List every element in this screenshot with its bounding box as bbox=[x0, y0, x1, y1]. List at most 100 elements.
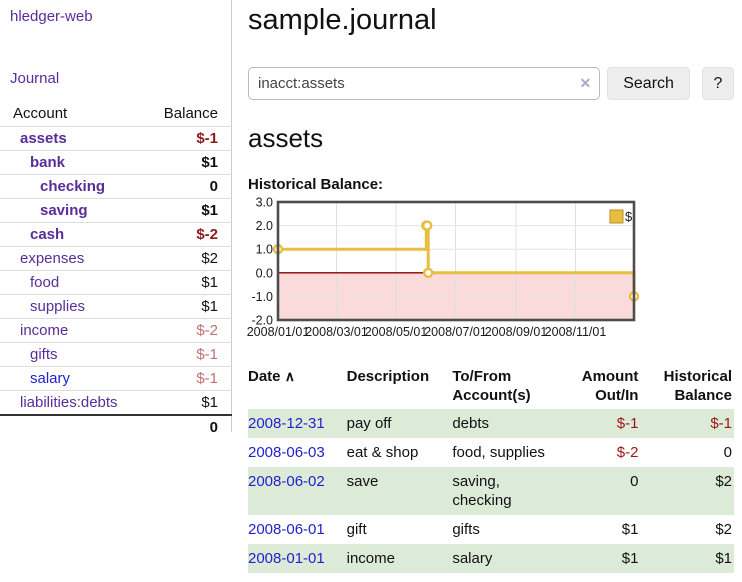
svg-text:0.0: 0.0 bbox=[256, 266, 273, 280]
account-row: food $1 bbox=[0, 270, 232, 295]
txn-date-link[interactable]: 2008-06-02 bbox=[248, 473, 325, 490]
account-link-salary[interactable]: salary bbox=[30, 370, 71, 387]
svg-text:2008/01/01: 2008/01/01 bbox=[247, 325, 310, 339]
txn-accounts: gifts bbox=[452, 521, 480, 538]
account-link-bank[interactable]: bank bbox=[30, 154, 66, 171]
account-heading: assets bbox=[248, 123, 324, 153]
account-link-assets[interactable]: assets bbox=[20, 130, 67, 147]
help-button[interactable]: ? bbox=[701, 67, 734, 100]
txn-date-link[interactable]: 2008-06-01 bbox=[248, 521, 325, 538]
register-row: 2008-01-01 income salary $1 $1 bbox=[248, 544, 734, 573]
register-header-balance: Historical Balance bbox=[663, 368, 732, 404]
accounts-total-value: 0 bbox=[137, 414, 232, 439]
svg-text:-1.0: -1.0 bbox=[251, 290, 273, 304]
register-row: 2008-06-02 save saving, checking 0 $2 bbox=[248, 467, 734, 515]
account-row: income $-2 bbox=[0, 318, 232, 343]
txn-accounts: saving, checking bbox=[452, 473, 512, 509]
txn-amount: $1 bbox=[621, 550, 639, 567]
account-row: supplies $1 bbox=[0, 294, 232, 319]
sidebar-item-journal[interactable]: Journal bbox=[10, 70, 60, 87]
account-balance: $1 bbox=[137, 270, 232, 295]
svg-text:3.0: 3.0 bbox=[256, 196, 273, 210]
clear-search-icon[interactable]: ✕ bbox=[579, 75, 592, 91]
sort-asc-icon: ∧ bbox=[284, 368, 295, 384]
svg-text:2008/09/01: 2008/09/01 bbox=[485, 325, 548, 339]
account-row: checking 0 bbox=[0, 174, 232, 199]
account-balance: $-2 bbox=[137, 318, 232, 343]
txn-balance: $2 bbox=[715, 521, 732, 538]
txn-description: save bbox=[346, 473, 379, 490]
txn-amount: 0 bbox=[630, 473, 639, 490]
svg-text:2008/05/01: 2008/05/01 bbox=[365, 325, 428, 339]
txn-accounts: food, supplies bbox=[452, 444, 545, 461]
svg-text:2008/11/01: 2008/11/01 bbox=[545, 325, 607, 339]
account-link-income[interactable]: income bbox=[20, 322, 69, 339]
account-link-saving[interactable]: saving bbox=[40, 202, 88, 219]
register-table: Date ∧ Description To/From Account(s) Am… bbox=[248, 363, 734, 573]
page-title: sample.journal bbox=[248, 4, 437, 36]
search-input-wrap: ✕ bbox=[248, 67, 601, 100]
svg-text:2008/07/01: 2008/07/01 bbox=[424, 325, 487, 339]
account-row: assets $-1 bbox=[0, 126, 232, 151]
chart-title: Historical Balance: bbox=[248, 176, 384, 193]
account-balance: $2 bbox=[137, 246, 232, 271]
account-link-liabilities-debts[interactable]: liabilities:debts bbox=[20, 394, 118, 411]
txn-date-link[interactable]: 2008-01-01 bbox=[248, 550, 325, 567]
txn-balance: $1 bbox=[715, 550, 732, 567]
register-header-description: Description bbox=[346, 368, 430, 385]
svg-text:-2.0: -2.0 bbox=[251, 314, 273, 328]
accounts-header-balance: Balance bbox=[163, 105, 218, 122]
account-link-gifts[interactable]: gifts bbox=[30, 346, 58, 363]
register-header-accounts: To/From Account(s) bbox=[452, 368, 531, 404]
app-brand-link[interactable]: hledger-web bbox=[10, 8, 93, 25]
account-balance: $-1 bbox=[137, 366, 232, 391]
svg-text:2008/03/01: 2008/03/01 bbox=[305, 325, 368, 339]
balance-chart: $3.0 2.0 1.0 0.0 -1.0 -2.0 2008/01/01 2008/03/0… bbox=[247, 196, 734, 341]
account-balance: $1 bbox=[137, 198, 232, 223]
txn-accounts: debts bbox=[452, 415, 490, 432]
sidebar: hledger-web Journal Account Balance asse… bbox=[0, 0, 232, 439]
account-row: liabilities:debts $1 bbox=[0, 390, 232, 415]
account-link-supplies[interactable]: supplies bbox=[30, 298, 86, 315]
accounts-total-row: 0 bbox=[0, 414, 232, 439]
accounts-table: Account Balance assets $-1 bank $1 check… bbox=[0, 102, 232, 439]
svg-text:$: $ bbox=[625, 209, 633, 224]
register-header-amount: Amount Out/In bbox=[581, 368, 639, 404]
balance-chart-svg: $3.0 2.0 1.0 0.0 -1.0 -2.02008/01/012008/03/0… bbox=[247, 196, 640, 339]
register-header-date[interactable]: Date ∧ bbox=[248, 368, 295, 385]
register-row: 2008-06-03 eat & shop food, supplies $-2… bbox=[248, 438, 734, 467]
account-link-checking[interactable]: checking bbox=[40, 178, 106, 195]
account-row: salary $-1 bbox=[0, 366, 232, 391]
txn-date-link[interactable]: 2008-06-03 bbox=[248, 444, 325, 461]
txn-description: eat & shop bbox=[346, 444, 419, 461]
svg-text:2.0: 2.0 bbox=[256, 219, 273, 233]
account-row: bank $1 bbox=[0, 150, 232, 175]
account-row: gifts $-1 bbox=[0, 342, 232, 367]
txn-amount: $-1 bbox=[616, 415, 639, 432]
search-input[interactable] bbox=[248, 67, 601, 100]
account-balance: $1 bbox=[137, 150, 232, 175]
txn-date-link[interactable]: 2008-12-31 bbox=[248, 415, 325, 432]
svg-text:1.0: 1.0 bbox=[256, 243, 273, 257]
txn-amount: $-2 bbox=[616, 444, 639, 461]
register-row: 2008-12-31 pay off debts $-1 $-1 bbox=[248, 409, 734, 438]
txn-description: gift bbox=[346, 521, 367, 538]
account-row: saving $1 bbox=[0, 198, 232, 223]
register-row: 2008-06-01 gift gifts $1 $2 bbox=[248, 515, 734, 544]
search-form: ✕ Search ? bbox=[248, 67, 734, 100]
account-balance: $-1 bbox=[137, 342, 232, 367]
account-row: cash $-2 bbox=[0, 222, 232, 247]
account-link-cash[interactable]: cash bbox=[30, 226, 65, 243]
search-button[interactable]: Search bbox=[607, 67, 690, 100]
register-header-row: Date ∧ Description To/From Account(s) Am… bbox=[248, 363, 734, 409]
account-link-food[interactable]: food bbox=[30, 274, 60, 291]
txn-description: income bbox=[346, 550, 395, 567]
account-balance: $-2 bbox=[137, 222, 232, 247]
txn-balance: $2 bbox=[715, 473, 732, 490]
account-link-expenses[interactable]: expenses bbox=[20, 250, 85, 267]
accounts-header-account: Account bbox=[13, 105, 68, 122]
account-balance: $-1 bbox=[137, 126, 232, 151]
txn-accounts: salary bbox=[452, 550, 493, 567]
account-balance: $1 bbox=[137, 294, 232, 319]
account-balance: $1 bbox=[137, 390, 232, 415]
